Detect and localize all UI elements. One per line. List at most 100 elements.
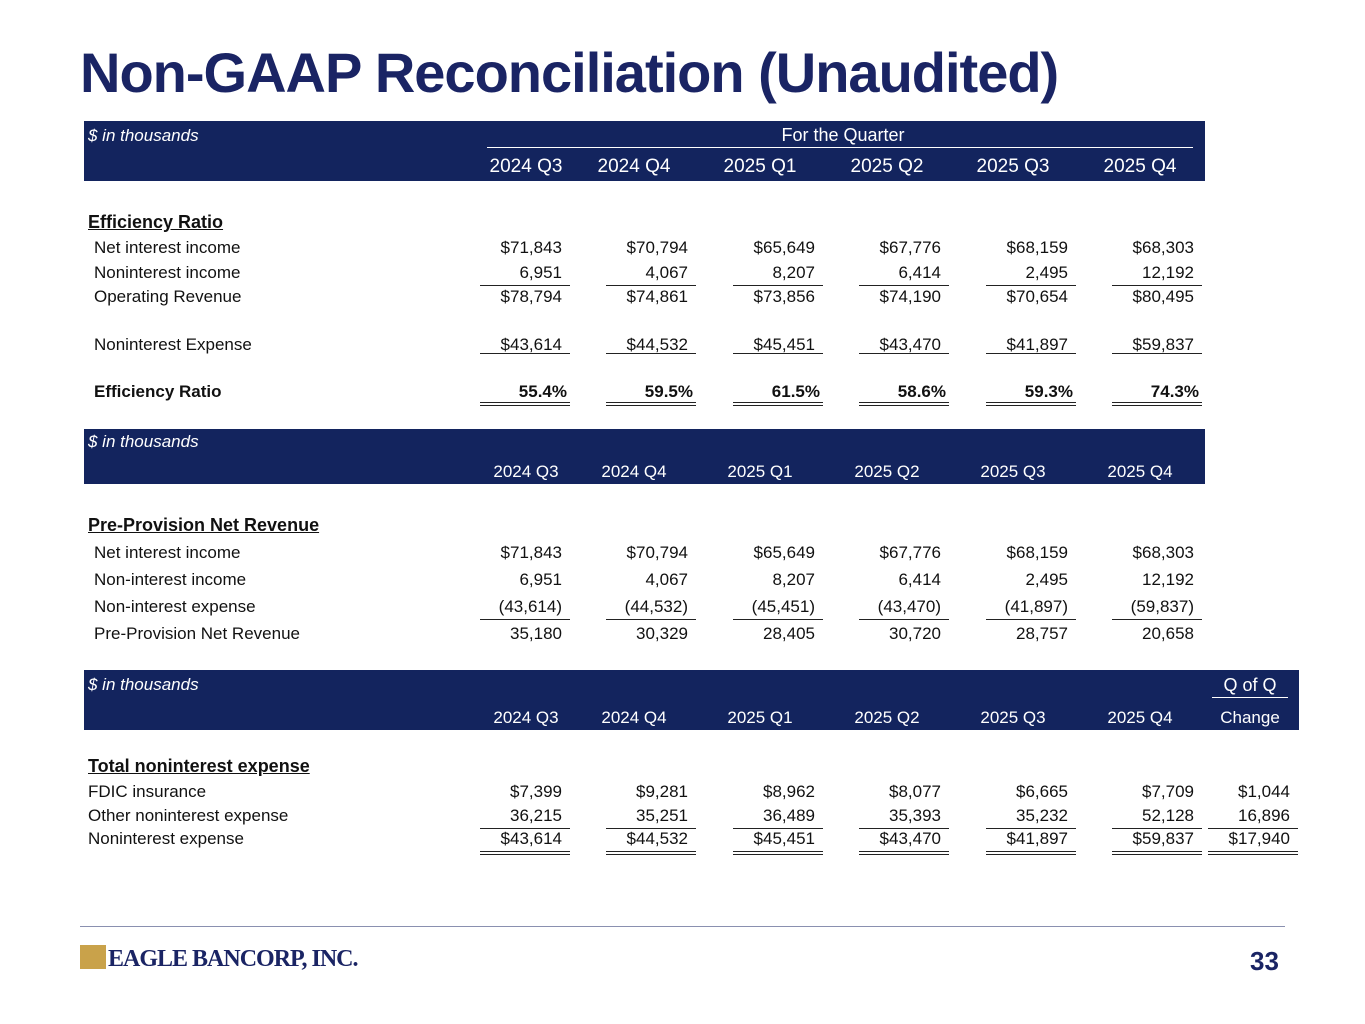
cell-value: 28,405	[763, 624, 815, 643]
cell-value: 30,329	[636, 624, 688, 643]
cell-value: 74.3%	[1150, 382, 1199, 401]
cell-value: $43,470	[879, 829, 941, 848]
cell-underline	[733, 851, 823, 855]
cell-value: $9,281	[636, 782, 688, 801]
cell-value: 2,495	[1025, 263, 1068, 282]
cell-underline	[1112, 851, 1202, 855]
cell-underline	[733, 828, 823, 829]
group-rule	[487, 147, 1193, 148]
cell-value: (45,451)	[751, 597, 815, 616]
cell-value: $43,470	[879, 335, 941, 354]
cell-value: 6,951	[519, 570, 562, 589]
logo-text: EAGLE BANCORP, INC.	[108, 946, 358, 972]
column-header: Change	[1220, 708, 1280, 727]
cell-underline	[480, 619, 570, 620]
column-header: 2025 Q2	[850, 156, 924, 177]
cell-underline	[1112, 619, 1202, 620]
cell-value: 6,414	[898, 263, 941, 282]
cell-value: $70,654	[1006, 287, 1068, 306]
cell-underline	[480, 353, 570, 354]
cell-underline	[606, 285, 696, 286]
cell-value: $65,649	[753, 238, 815, 257]
cell-underline	[859, 353, 949, 354]
cell-value: 35,393	[889, 806, 941, 825]
cell-value: $8,962	[763, 782, 815, 801]
cell-value: 20,658	[1142, 624, 1194, 643]
cell-value: $71,843	[500, 543, 562, 562]
cell-value: 6,414	[898, 570, 941, 589]
cell-value: 35,251	[636, 806, 688, 825]
logo: EAGLE BANCORP, INC.	[80, 945, 358, 973]
cell-value: $68,159	[1006, 543, 1068, 562]
cell-value: $74,190	[879, 287, 941, 306]
cell-value: $78,794	[500, 287, 562, 306]
cell-underline	[859, 285, 949, 286]
cell-value: $74,861	[626, 287, 688, 306]
cell-value: (44,532)	[624, 597, 688, 616]
column-group: For the Quarter	[781, 125, 905, 145]
cell-value: $59,837	[1132, 335, 1194, 354]
cell-value: (41,897)	[1004, 597, 1068, 616]
row-label: Noninterest income	[94, 263, 241, 282]
row-label: Noninterest expense	[88, 829, 244, 848]
unit-label: $ in thousands	[88, 675, 199, 694]
cell-value: 12,192	[1142, 263, 1194, 282]
cell-value: $43,614	[500, 335, 562, 354]
column-header: 2025 Q4	[1107, 462, 1173, 481]
page-number: 33	[1250, 946, 1279, 976]
cell-value: $80,495	[1132, 287, 1194, 306]
column-header: 2025 Q1	[723, 156, 797, 177]
cell-value: 55.4%	[518, 382, 567, 401]
cell-value: 59.5%	[644, 382, 693, 401]
column-header: 2025 Q3	[976, 156, 1050, 177]
column-header: 2024 Q3	[493, 708, 559, 727]
row-label: Non-interest income	[94, 570, 247, 589]
column-header: 2025 Q3	[980, 708, 1046, 727]
cell-value: 6,951	[519, 263, 562, 282]
column-group: Q of Q	[1223, 675, 1277, 695]
column-header: 2025 Q1	[727, 462, 793, 481]
row-label: Noninterest Expense	[94, 335, 252, 354]
section-title: Efficiency Ratio	[88, 212, 224, 232]
cell-value: 35,232	[1016, 806, 1068, 825]
cell-value: $67,776	[879, 543, 941, 562]
cell-underline	[986, 619, 1076, 620]
cell-value: 61.5%	[771, 382, 820, 401]
cell-value: $44,532	[626, 335, 688, 354]
cell-value: 2,495	[1025, 570, 1068, 589]
cell-underline	[986, 402, 1076, 406]
cell-underline	[480, 285, 570, 286]
column-header: 2025 Q2	[854, 708, 920, 727]
slide-title: Non-GAAP Reconciliation (Unaudited)	[80, 41, 1059, 104]
cell-value: $45,451	[753, 335, 815, 354]
cell-value: $8,077	[889, 782, 941, 801]
cell-value: $7,709	[1142, 782, 1194, 801]
cell-value: $59,837	[1132, 829, 1194, 848]
cell-underline	[986, 353, 1076, 354]
footer-rule	[80, 926, 1285, 927]
cell-value: $71,843	[500, 238, 562, 257]
cell-underline	[859, 402, 949, 406]
cell-underline	[606, 402, 696, 406]
column-header: 2025 Q4	[1103, 156, 1177, 177]
cell-value: (43,614)	[498, 597, 562, 616]
cell-value: $41,897	[1006, 829, 1068, 848]
column-header: 2024 Q3	[493, 462, 559, 481]
cell-underline	[480, 828, 570, 829]
cell-underline	[480, 402, 570, 406]
cell-value: $44,532	[626, 829, 688, 848]
cell-underline	[859, 619, 949, 620]
cell-underline	[480, 851, 570, 855]
cell-value: 58.6%	[897, 382, 946, 401]
cell-value: 59.3%	[1024, 382, 1073, 401]
group-rule	[1212, 697, 1288, 698]
cell-value: 35,180	[510, 624, 562, 643]
cell-value: 8,207	[772, 263, 815, 282]
row-label: FDIC insurance	[88, 782, 207, 801]
cell-value: $70,794	[626, 238, 688, 257]
cell-underline	[606, 619, 696, 620]
row-label: Net interest income	[94, 238, 241, 257]
cell-value: 12,192	[1142, 570, 1194, 589]
cell-value: 52,128	[1142, 806, 1194, 825]
